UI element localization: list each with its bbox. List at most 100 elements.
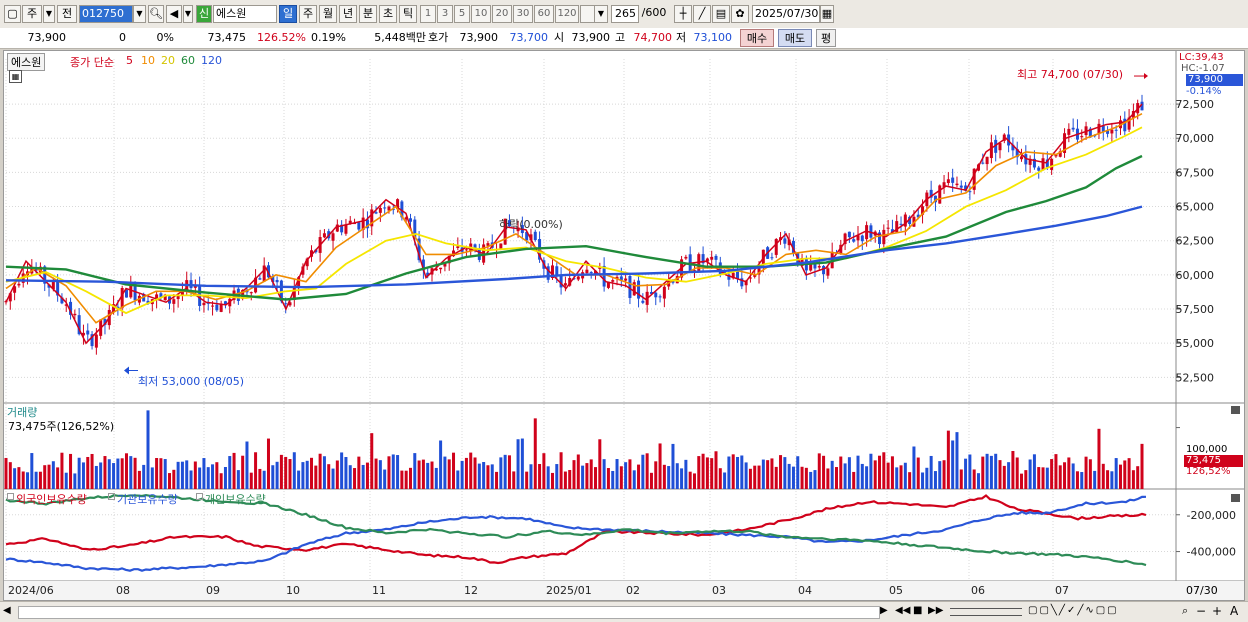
interval-30[interactable]: 30	[513, 5, 533, 23]
speaker-icon[interactable]: ◀	[166, 5, 182, 23]
stock-code-input[interactable]: 012750	[79, 5, 133, 23]
interval-20[interactable]: 20	[492, 5, 512, 23]
prev-button[interactable]: 전	[57, 5, 77, 23]
window-icon[interactable]: ▢	[4, 5, 21, 23]
calendar-icon[interactable]: ▦	[820, 5, 834, 23]
volume-bar	[796, 456, 800, 489]
candle-body	[353, 223, 357, 225]
stop-icon[interactable]: ■	[913, 605, 923, 616]
credit-badge[interactable]: 신	[196, 5, 212, 23]
candle-body	[279, 280, 283, 302]
holdings-line-1	[5, 495, 1147, 572]
volume-bar	[654, 461, 658, 489]
gear-icon[interactable]: ✿	[731, 5, 749, 23]
candle-body	[396, 199, 400, 210]
interval-3[interactable]: 3	[437, 5, 453, 23]
date-input[interactable]: 2025/07/30	[752, 5, 820, 23]
drawing-tools-icon[interactable]: ▢▢╲╱✓╱∿▢▢	[1028, 605, 1119, 616]
interval-120[interactable]: 120	[555, 5, 579, 23]
volume-bar	[331, 468, 335, 489]
candle-body	[8, 293, 12, 302]
interval-60[interactable]: 60	[534, 5, 554, 23]
candle-body	[292, 286, 296, 300]
volume-bar	[288, 459, 292, 489]
volume-bar	[124, 453, 128, 489]
candle-body	[649, 291, 653, 294]
sell-button[interactable]: 매도	[778, 29, 812, 47]
candle-body	[675, 276, 679, 284]
candle-body	[908, 216, 912, 225]
scroll-left-icon[interactable]: ◀	[3, 605, 11, 616]
bottom-scrollbar[interactable]: ◀ ▶ ◀◀ ■ ▶▶ ▢▢╲╱✓╱∿▢▢ ⌕ − + A	[0, 601, 1248, 622]
x-axis-band	[4, 581, 1244, 600]
save-icon[interactable]: ▤	[712, 5, 730, 23]
flat-button[interactable]: 평	[816, 29, 836, 47]
volume-bar	[129, 456, 133, 489]
candle-body	[348, 220, 352, 224]
volume-bar	[1067, 457, 1071, 489]
volume-bar	[809, 471, 813, 489]
chart-canvas[interactable]: 72,500 70,000 67,500 65,000 62,500 60,000 57,5…	[4, 51, 1244, 600]
volume-bar	[378, 460, 382, 489]
chevron-down-icon[interactable]: ▼	[43, 5, 55, 23]
period-tick-tab[interactable]: 틱	[399, 5, 417, 23]
stock-name-field[interactable]: 에스원	[213, 5, 277, 23]
candle-body	[288, 302, 292, 306]
holdings-y-tick-label: -200,000	[1187, 509, 1236, 522]
period-year-tab[interactable]: 년	[339, 5, 357, 23]
candle-body	[981, 162, 985, 164]
period-month-tab[interactable]: 월	[319, 5, 337, 23]
chart-area[interactable]: 72,500 70,000 67,500 65,000 62,500 60,000 57,5…	[3, 50, 1245, 601]
volume-bar	[310, 457, 314, 489]
search-icon[interactable]: 🔍︎	[148, 5, 164, 23]
volume-bar	[112, 463, 116, 489]
zoom-out-icon[interactable]: −	[1196, 604, 1207, 618]
volume-panel-close-icon[interactable]	[1231, 406, 1240, 414]
volume-bar	[847, 457, 851, 489]
zoom-search-icon[interactable]: ⌕	[1182, 604, 1189, 617]
forward-icon[interactable]: ▶▶	[928, 605, 944, 616]
volume-value: 73,475	[207, 31, 247, 44]
table-icon[interactable]: ▦	[9, 70, 22, 83]
font-size-icon[interactable]: A	[1230, 604, 1239, 618]
volume-bar	[1024, 470, 1028, 489]
volume-last-tag: 73,475	[1184, 455, 1243, 467]
candle-body	[1002, 134, 1006, 141]
price-change-pct: 0%	[156, 31, 174, 44]
rewind-icon[interactable]: ◀◀	[895, 605, 911, 616]
volume-bar	[736, 456, 740, 489]
period-week-tab[interactable]: 주	[299, 5, 317, 23]
period-primary-select[interactable]: 주	[22, 5, 42, 23]
chevron-down-icon[interactable]: ▼	[594, 5, 608, 23]
period-second-tab[interactable]: 초	[379, 5, 397, 23]
candle-body	[809, 264, 813, 271]
candle-body	[740, 278, 744, 287]
count-input[interactable]: 265	[611, 5, 639, 23]
candle-body	[1088, 128, 1092, 138]
candle-icon[interactable]: ┼	[674, 5, 692, 23]
candle-body	[503, 218, 507, 245]
candle-body	[1028, 158, 1032, 165]
candle-body	[525, 231, 529, 241]
buy-button[interactable]: 매수	[740, 29, 774, 47]
scroll-right-icon[interactable]: ▶	[880, 605, 888, 616]
interval-10[interactable]: 10	[471, 5, 491, 23]
zoom-slider[interactable]	[950, 608, 1022, 616]
volume-bar	[520, 438, 524, 489]
zoom-in-icon[interactable]: +	[1212, 604, 1223, 618]
scroll-track[interactable]	[18, 606, 880, 619]
volume-bar	[404, 470, 408, 489]
period-day-tab[interactable]: 일	[279, 5, 297, 23]
candle-body	[38, 266, 42, 273]
volume-bar	[568, 469, 572, 489]
line-tool-icon[interactable]: ╱	[693, 5, 711, 23]
chevron-down-icon[interactable]: ▼	[133, 5, 146, 23]
holdings-panel-close-icon[interactable]	[1231, 494, 1240, 502]
volume-bar	[628, 459, 632, 489]
volume-bar	[30, 453, 34, 489]
period-minute-tab[interactable]: 분	[359, 5, 377, 23]
interval-5[interactable]: 5	[454, 5, 470, 23]
candle-body	[254, 277, 258, 293]
chevron-down-icon[interactable]: ▼	[183, 5, 193, 23]
interval-1[interactable]: 1	[420, 5, 436, 23]
